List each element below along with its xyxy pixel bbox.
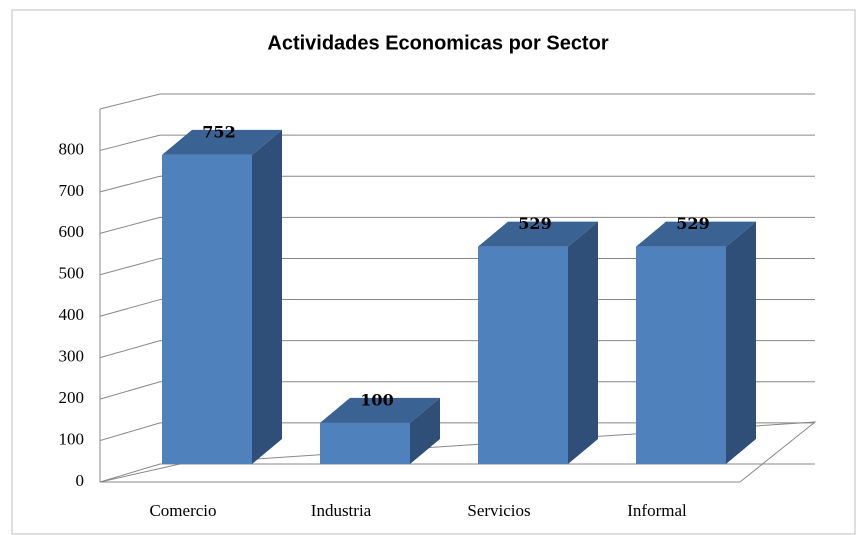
grid-line	[99, 175, 161, 193]
bar-side	[410, 397, 440, 464]
bar-side	[568, 221, 598, 464]
y-tick-label: 500	[59, 264, 85, 283]
grid-line	[99, 216, 161, 234]
y-tick-label: 100	[59, 429, 85, 448]
y-tick-label: 200	[59, 388, 85, 407]
floor	[99, 421, 817, 483]
bar-side	[726, 221, 756, 464]
bar-top	[636, 221, 756, 247]
y-tick-label: 800	[59, 139, 85, 158]
y-tick-label: 300	[59, 347, 85, 366]
bar	[478, 221, 598, 464]
grid-line	[99, 463, 161, 483]
bar	[320, 397, 440, 464]
grid-line	[99, 340, 161, 359]
wall-edge	[99, 93, 161, 110]
y-tick-label: 400	[59, 305, 85, 324]
bar-side	[252, 129, 282, 465]
grid-line	[99, 422, 161, 442]
value-label: 100	[360, 390, 393, 409]
y-tick-label: 700	[59, 181, 85, 200]
bar-top	[478, 221, 598, 247]
bar-top	[320, 397, 440, 423]
x-tick-label: Servicios	[467, 501, 530, 520]
bar	[636, 221, 756, 464]
grid-line	[99, 134, 161, 151]
value-label: 529	[676, 214, 709, 233]
chart-title: Actividades Economicas por Sector	[267, 32, 608, 54]
grid-line	[99, 299, 161, 317]
grid-line	[99, 381, 161, 400]
x-tick-label: Comercio	[149, 501, 216, 520]
x-tick-label: Industria	[311, 501, 372, 520]
bar-front	[636, 246, 726, 464]
value-label: 752	[202, 122, 235, 141]
bar-front	[320, 422, 410, 464]
y-tick-label: 0	[76, 471, 85, 490]
bar-front	[478, 246, 568, 464]
y-tick-label: 600	[59, 222, 85, 241]
bar	[162, 129, 282, 465]
grid-line	[99, 257, 161, 276]
value-label: 529	[518, 214, 551, 233]
bar-top	[162, 129, 282, 155]
x-tick-label: Informal	[627, 501, 687, 520]
bar-front	[162, 154, 252, 465]
